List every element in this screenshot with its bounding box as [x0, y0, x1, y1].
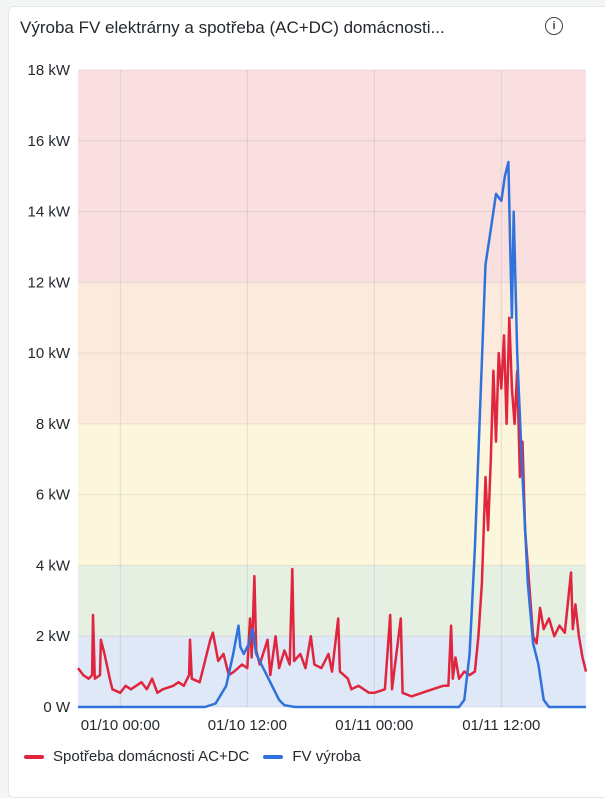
y-tick-label: 6 kW: [36, 487, 71, 504]
panel-title[interactable]: Výroba FV elektrárny a spotřeba (AC+DC) …: [20, 18, 445, 37]
legend-swatch-pv: [263, 754, 284, 759]
legend-item-consumption[interactable]: Spotřeba domácnosti AC+DC: [24, 748, 249, 765]
series-line-consumption: [77, 316, 588, 698]
y-tick-label: 2 kW: [36, 628, 71, 645]
legend-label-consumption: Spotřeba domácnosti AC+DC: [53, 748, 250, 765]
y-tick-label: 14 kW: [27, 204, 70, 221]
y-tick-label: 16 kW: [27, 133, 70, 150]
x-tick-label: 01/11 12:00: [462, 717, 540, 734]
threshold-band-2: [78, 423, 586, 566]
threshold-band-3: [78, 282, 586, 424]
y-tick-label: 18 kW: [27, 62, 70, 79]
info-circle-icon[interactable]: i: [545, 17, 563, 35]
x-tick-label: 01/10 12:00: [208, 717, 287, 734]
series-line-pv: [78, 160, 586, 709]
x-tick-label: 01/10 00:00: [81, 717, 160, 734]
y-tick-label: 4 kW: [36, 557, 71, 574]
y-tick-label: 8 kW: [36, 416, 71, 433]
legend-item-pv[interactable]: FV výroba: [263, 748, 361, 765]
y-tick-label: 12 kW: [27, 274, 70, 291]
legend: Spotřeba domácnosti AC+DC FV výroba: [24, 748, 361, 765]
y-tick-label: 0 W: [43, 699, 71, 716]
legend-swatch-consumption: [24, 754, 44, 759]
threshold-band-4: [78, 70, 586, 283]
legend-label-pv: FV výroba: [292, 748, 361, 765]
threshold-band-1: [78, 565, 586, 637]
y-tick-label: 10 kW: [27, 345, 70, 362]
x-tick-label: 01/11 00:00: [335, 717, 413, 734]
